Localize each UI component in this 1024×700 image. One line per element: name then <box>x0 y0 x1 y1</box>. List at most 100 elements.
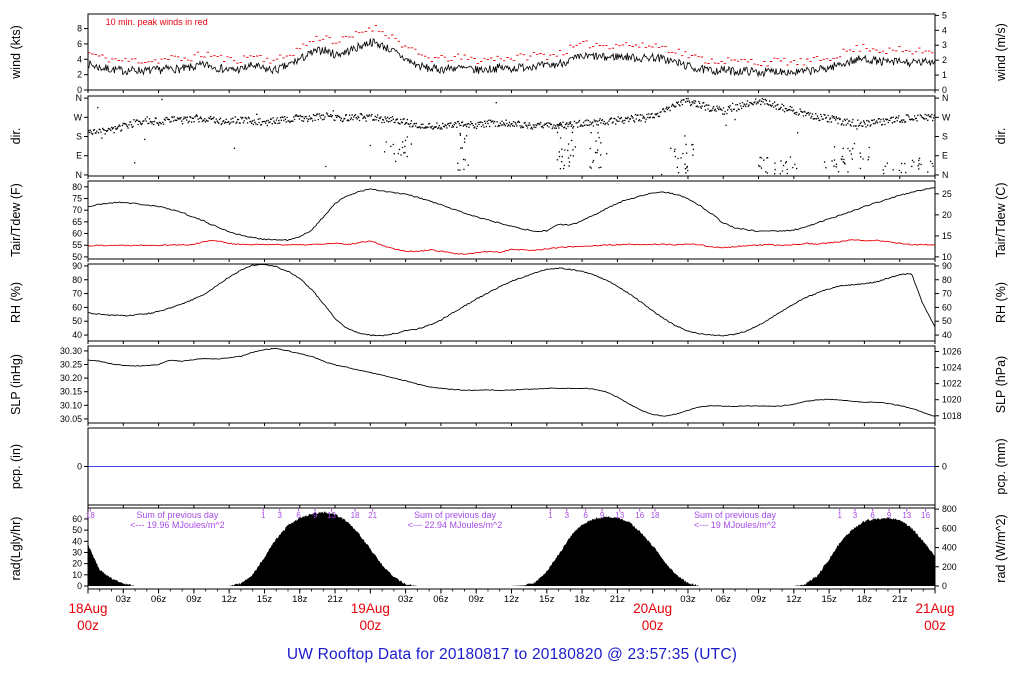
rh-left-tick: 70 <box>72 289 82 299</box>
tair-left-tick: 75 <box>72 194 82 204</box>
slp-right-tick: 1018 <box>942 411 962 421</box>
hour-tick-label: 03z <box>116 594 132 605</box>
wind-left-tick: 6 <box>77 39 82 49</box>
hour-tick-label: 12z <box>504 594 520 605</box>
rh-right-tick: 70 <box>942 289 952 299</box>
hour-tick-label: 03z <box>398 594 414 605</box>
rad-hour-label: 18 <box>86 511 95 520</box>
rad-right-tick: 200 <box>942 562 957 572</box>
day-label-date: 20Aug <box>633 601 672 616</box>
slp-left-tick: 30.25 <box>60 360 82 370</box>
slp-right-tick: 1026 <box>942 347 962 357</box>
rh-left-tick: 80 <box>72 275 82 285</box>
axis-title-right-dir: dir. <box>994 128 1008 145</box>
wind-right-tick: 2 <box>942 55 947 65</box>
dir-right-tick: N <box>942 93 948 103</box>
panel-series-slp <box>88 347 935 417</box>
hour-tick-label: 09z <box>469 594 485 605</box>
hour-tick-label: 12z <box>786 594 802 605</box>
sum-previous-day-label: Sum of previous day <box>414 510 497 520</box>
rad-hour-label: 6 <box>296 511 301 520</box>
axis-title-right-slp: SLP (hPa) <box>994 356 1008 413</box>
time-axis: 03z 06z 09z 12z 15z 18z 21z 03z 06z 09z 12z 15z 18z 2… <box>68 594 954 633</box>
axis-title-right-tair: Tair/Tdew (C) <box>994 182 1008 257</box>
rh-right-tick: 90 <box>942 261 952 271</box>
panel-pcp: 0 0 pcp. (in) pcp. (mm) <box>9 427 1008 508</box>
slp-right-tick: 1020 <box>942 395 962 405</box>
rh-left-tick: 50 <box>72 316 82 326</box>
wind-line <box>88 38 935 78</box>
axis-title-right-wind: wind (m/s) <box>994 23 1008 82</box>
axis-title-left-rh: RH (%) <box>9 282 23 323</box>
day-label-time: 00z <box>77 618 99 633</box>
rad-right-tick: 400 <box>942 543 957 553</box>
slp-left-tick: 30.15 <box>60 387 82 397</box>
rh-right-tick: 40 <box>942 330 952 340</box>
day-label-time: 00z <box>924 618 946 633</box>
hour-tick-label: 09z <box>186 594 202 605</box>
rad-left-tick: 20 <box>72 559 82 569</box>
chart-title: UW Rooftop Data for 20180817 to 20180820… <box>286 646 738 663</box>
hour-tick-label: 15z <box>539 594 555 605</box>
hour-tick-label: 09z <box>751 594 767 605</box>
rh-left-tick: 90 <box>72 261 82 271</box>
rad-left-tick: 30 <box>72 547 82 557</box>
panel-series-wind <box>88 25 935 78</box>
rad-hour-label: 6 <box>583 511 588 520</box>
panel-border <box>87 95 936 177</box>
rad-right-tick: 800 <box>942 504 957 514</box>
tair-line <box>88 187 935 242</box>
hour-tick-label: 15z <box>257 594 273 605</box>
tair-right-tick: 25 <box>942 189 952 199</box>
tair-right-tick: 10 <box>942 252 952 262</box>
rad-hour-label: 16 <box>921 511 930 520</box>
dir-right-tick: N <box>942 170 948 180</box>
pcp-left-tick: 0 <box>77 462 82 472</box>
panel-border <box>87 263 936 342</box>
rh-left-tick: 60 <box>72 302 82 312</box>
rad-hour-label: 9 <box>600 511 605 520</box>
axis-title-left-dir: dir. <box>9 128 23 145</box>
rad-hour-label: 13 <box>902 511 911 520</box>
tair-left-tick: 70 <box>72 205 82 215</box>
rad-right-tick: 0 <box>942 581 947 591</box>
panel-slp: 30.05 30.10 30.15 30.20 30.25 30.30 1018 1020 10… <box>9 345 1008 426</box>
rad-hour-label: 1 <box>548 511 553 520</box>
axis-title-left-tair: Tair/Tdew (F) <box>9 183 23 257</box>
dir-right-tick: W <box>942 112 951 122</box>
tair-line <box>88 239 935 255</box>
rh-left-tick: 40 <box>72 330 82 340</box>
wind-right-tick: 0 <box>942 85 947 95</box>
axis-title-left-slp: SLP (inHg) <box>9 354 23 415</box>
rad-hour-label: 9 <box>887 511 892 520</box>
rad-hour-label: 13 <box>327 511 336 520</box>
wind-right-tick: 5 <box>942 10 947 20</box>
panel-annotation: 10 min. peak winds in red <box>106 17 208 27</box>
rad-hour-label: 18 <box>351 511 360 520</box>
wind-right-tick: 3 <box>942 40 947 50</box>
rad-hour-label: 3 <box>278 511 283 520</box>
wind-left-tick: 8 <box>77 24 82 34</box>
wind-left-tick: 0 <box>77 85 82 95</box>
slp-right-tick: 1024 <box>942 363 962 373</box>
rh-right-tick: 50 <box>942 316 952 326</box>
panel-series-rad <box>88 511 935 586</box>
pcp-right-tick: 0 <box>942 462 947 472</box>
panel-rh: 40 50 60 70 80 90 40 50 60 70 80 90 RH (%) RH (%) <box>9 261 1008 344</box>
slp-left-tick: 30.30 <box>60 346 82 356</box>
hour-tick-label: 12z <box>222 594 238 605</box>
rad-hour-label: 16 <box>635 511 644 520</box>
day-label-date: 18Aug <box>68 601 107 616</box>
slp-left-tick: 30.05 <box>60 414 82 424</box>
panel-border <box>87 180 936 260</box>
rad-left-tick: 50 <box>72 525 82 535</box>
axis-title-right-rh: RH (%) <box>994 282 1008 323</box>
hour-tick-label: 06z <box>716 594 732 605</box>
dir-left-tick: E <box>76 151 82 161</box>
panel-series-rh <box>88 264 935 337</box>
panel-series-dir <box>88 97 935 176</box>
